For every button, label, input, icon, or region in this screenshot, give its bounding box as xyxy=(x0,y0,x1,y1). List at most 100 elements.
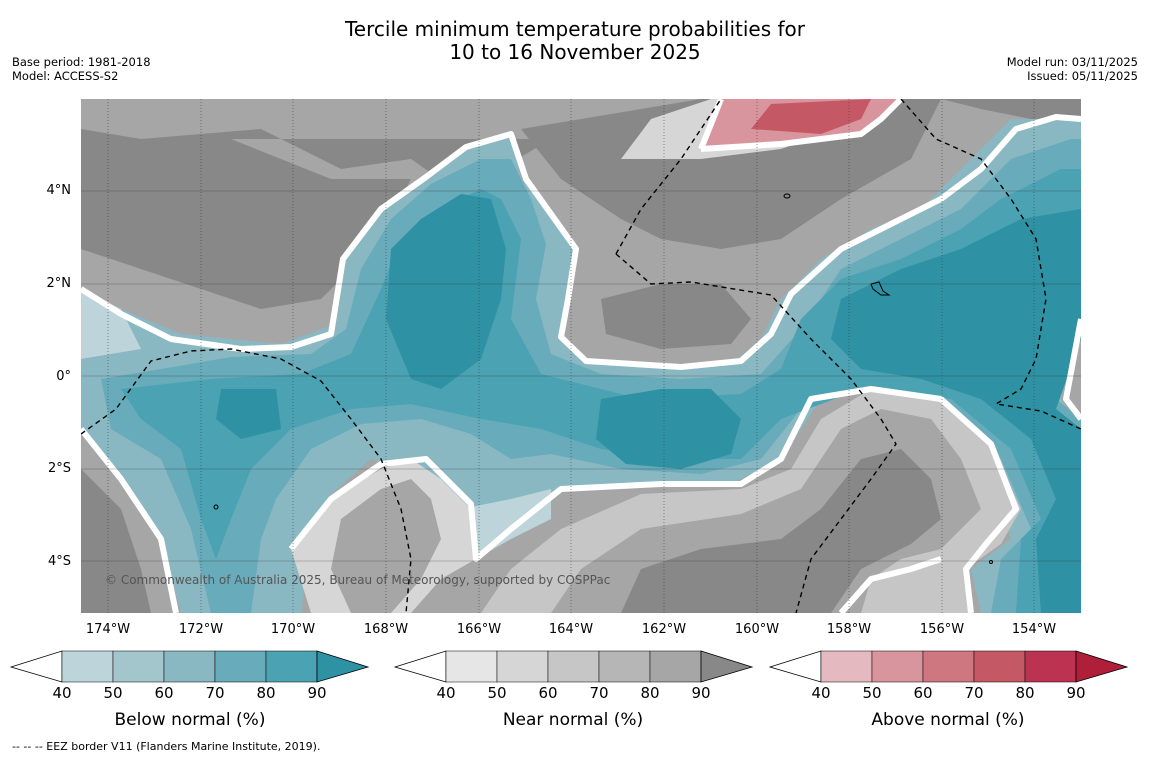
colorbar-near-bin-80 xyxy=(649,650,702,683)
colorbar-below-bin-60 xyxy=(163,650,216,683)
boundary-top xyxy=(698,99,724,151)
boundary-top-right xyxy=(700,99,904,152)
lon-label-170w: 170°W xyxy=(270,622,316,637)
lon-label-164w: 164°W xyxy=(548,622,594,637)
below-normal-core xyxy=(121,169,1081,613)
above-tick-40: 40 xyxy=(811,684,831,702)
below-tick-60: 60 xyxy=(154,684,174,702)
model-name: Model: ACCESS-S2 xyxy=(12,69,119,83)
near-tick-60: 60 xyxy=(538,684,558,702)
above-tick-60: 60 xyxy=(913,684,933,702)
copyright-notice: © Commonwealth of Australia 2025, Bureau… xyxy=(105,573,610,587)
near-tick-80: 80 xyxy=(640,684,660,702)
colorbar-below-bin-80 xyxy=(265,650,318,683)
colorbar-above-low-cap xyxy=(769,650,822,683)
boundary-south-center xyxy=(288,386,1019,613)
boundary-east xyxy=(1063,318,1081,421)
colorbar-near-bin-70 xyxy=(598,650,651,683)
colorbar-near-bin-40 xyxy=(445,650,498,683)
below-normal-strong-center xyxy=(386,194,506,389)
above-tick-80: 80 xyxy=(1015,684,1035,702)
colorbar-above-normal xyxy=(769,650,1129,683)
boundary-south-east xyxy=(838,556,942,613)
boundary-south-west xyxy=(81,427,179,613)
colorbar-below-normal xyxy=(10,650,370,683)
near-tick-90: 90 xyxy=(691,684,711,702)
below-tick-50: 50 xyxy=(103,684,123,702)
lon-label-168w: 168°W xyxy=(363,622,409,637)
below-tick-90: 90 xyxy=(307,684,327,702)
below-normal-light-west xyxy=(81,289,141,359)
colorbar-below-bin-70 xyxy=(214,650,267,683)
model-info: Base period: 1981-2018 Model: ACCESS-S2 xyxy=(12,55,151,83)
above-tick-90: 90 xyxy=(1066,684,1086,702)
colorbar-above-bin-80 xyxy=(1024,650,1077,683)
lon-label-154w: 154°W xyxy=(1011,622,1057,637)
lon-label-158w: 158°W xyxy=(826,622,872,637)
lon-label-162w: 162°W xyxy=(641,622,687,637)
eez-border-north-east xyxy=(900,99,1081,430)
near-tick-70: 70 xyxy=(589,684,609,702)
below-tick-70: 70 xyxy=(205,684,225,702)
issued-date: Issued: 05/11/2025 xyxy=(1027,69,1138,83)
near-tick-50: 50 xyxy=(487,684,507,702)
model-run-date: Model run: 03/11/2025 xyxy=(1006,55,1138,69)
island-kiritimati xyxy=(870,281,891,296)
colorbar-above-bin-60 xyxy=(922,650,975,683)
near-normal-south-east-dark xyxy=(621,449,941,613)
below-tick-40: 40 xyxy=(52,684,72,702)
lat-label-2s: 2°S xyxy=(47,461,71,476)
run-info: Model run: 03/11/2025 Issued: 05/11/2025 xyxy=(1007,55,1138,83)
colorbar-above-bin-50 xyxy=(871,650,924,683)
above-normal-label: Above normal (%) xyxy=(871,710,1025,730)
lat-label-2n: 2°N xyxy=(46,276,72,291)
eez-border-center xyxy=(615,253,897,613)
near-normal-dark-left xyxy=(81,139,411,309)
eez-border-north xyxy=(615,99,722,255)
above-tick-50: 50 xyxy=(862,684,882,702)
probability-map: © Commonwealth of Australia 2025, Bureau… xyxy=(81,99,1081,613)
lat-label-4s: 4°S xyxy=(47,554,71,569)
lat-label-4n: 4°N xyxy=(46,183,72,198)
colorbar-below-bin-50 xyxy=(112,650,165,683)
colorbar-below-high-cap xyxy=(316,650,370,683)
island-north xyxy=(783,193,791,199)
below-normal-strong-east xyxy=(831,209,1081,613)
colorbar-above-bin-40 xyxy=(820,650,873,683)
colorbar-near-normal xyxy=(394,650,754,683)
near-normal-label: Near normal (%) xyxy=(502,710,644,730)
colorbar-above-bin-70 xyxy=(973,650,1026,683)
near-tick-40: 40 xyxy=(436,684,456,702)
below-normal-label: Below normal (%) xyxy=(114,710,266,730)
near-normal-top-left xyxy=(81,129,551,194)
below-tick-80: 80 xyxy=(256,684,276,702)
lon-label-174w: 174°W xyxy=(85,622,131,637)
title-line-2: 10 to 16 November 2025 xyxy=(449,40,701,64)
below-normal-light-mid xyxy=(461,489,551,559)
near-normal-far-south-west-dark xyxy=(81,469,151,613)
above-normal-core xyxy=(751,99,871,134)
near-normal-dark-center-lower xyxy=(601,284,751,349)
lon-label-160w: 160°W xyxy=(734,622,780,637)
lon-label-172w: 172°W xyxy=(178,622,224,637)
colorbar-near-bin-60 xyxy=(547,650,600,683)
island-south-west xyxy=(213,504,219,510)
colorbar-above-high-cap xyxy=(1075,650,1129,683)
eez-footnote: -- -- -- EEZ border V11 (Flanders Marine… xyxy=(12,740,321,753)
colorbar-below-bin-40 xyxy=(61,650,114,683)
near-normal-dark-upper-right xyxy=(941,99,1081,139)
island-south-east xyxy=(989,560,993,564)
lat-label-0: 0° xyxy=(56,369,71,384)
base-period: Base period: 1981-2018 xyxy=(12,55,151,69)
colorbar-near-low-cap xyxy=(394,650,447,683)
map-title: Tercile minimum temperature probabilitie… xyxy=(0,18,1150,64)
below-normal-strong-south xyxy=(596,389,741,469)
title-line-1: Tercile minimum temperature probabilitie… xyxy=(344,17,806,41)
eez-border-west xyxy=(81,348,412,613)
lon-label-156w: 156°W xyxy=(919,622,965,637)
colorbar-below-low-cap xyxy=(10,650,63,683)
boundary-west xyxy=(81,114,1081,370)
below-normal-strong-west xyxy=(216,389,281,439)
lon-label-166w: 166°W xyxy=(456,622,502,637)
colorbar-near-high-cap xyxy=(700,650,754,683)
